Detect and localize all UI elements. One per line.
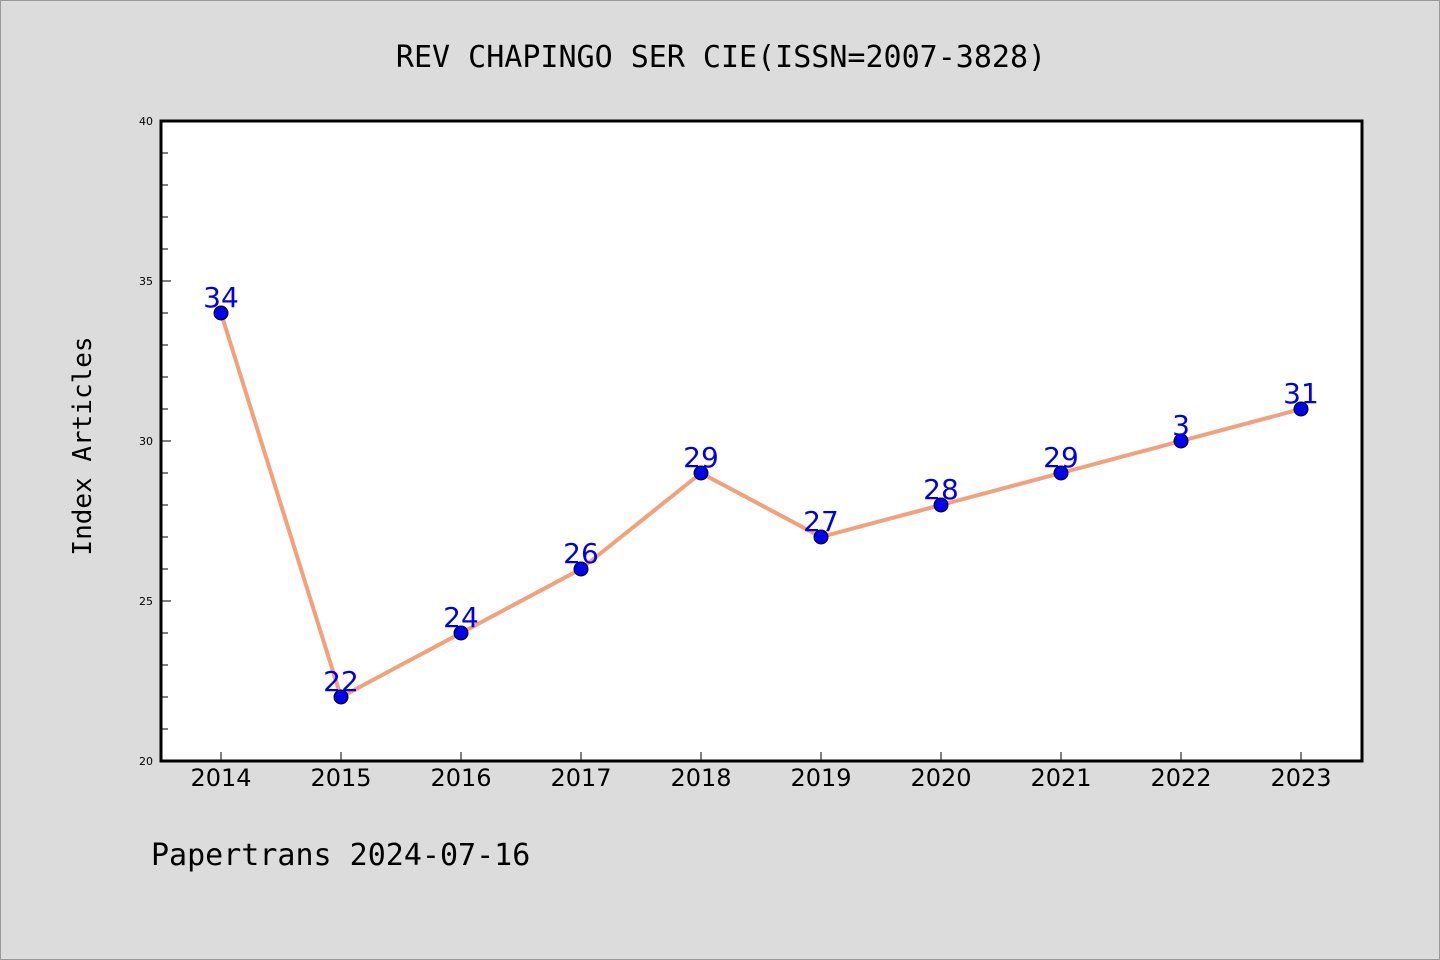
series-line [219, 311, 1303, 699]
data-label: 3 [1172, 409, 1190, 442]
data-point [933, 497, 949, 513]
x-tick-label: 2020 [910, 764, 971, 792]
data-point [1293, 401, 1309, 417]
x-tick-label: 2018 [670, 764, 731, 792]
data-label: 29 [683, 441, 719, 474]
y-tick-label: 25 [139, 595, 153, 608]
data-label: 31 [1283, 377, 1319, 410]
data-label: 22 [323, 665, 359, 698]
data-point [453, 625, 469, 641]
x-tick-label: 2016 [430, 764, 491, 792]
x-tick-label: 2021 [1030, 764, 1091, 792]
data-point [213, 305, 229, 321]
data-point [813, 529, 829, 545]
x-tick-label: 2023 [1270, 764, 1331, 792]
y-tick-label: 35 [139, 275, 153, 288]
chart-title: REV CHAPINGO SER CIE(ISSN=2007-3828) [396, 40, 1046, 75]
x-tick-label: 2017 [550, 764, 611, 792]
data-label: 24 [443, 601, 479, 634]
x-tick-label: 2022 [1150, 764, 1211, 792]
data-label: 27 [803, 505, 839, 538]
x-axis: 2014 2015 2016 2017 2018 2019 2020 2021 2022 2023 [190, 752, 1332, 792]
data-point [693, 465, 709, 481]
data-point [1173, 433, 1189, 449]
data-point [573, 561, 589, 577]
data-markers [213, 305, 1309, 705]
data-point [333, 689, 349, 705]
data-point [1053, 465, 1069, 481]
data-label: 29 [1043, 441, 1079, 474]
footer-text: Papertrans 2024-07-16 [151, 838, 530, 873]
data-label: 34 [203, 281, 239, 314]
x-tick-label: 2019 [790, 764, 851, 792]
y-axis-label: Index Articles [68, 336, 98, 555]
x-tick-label: 2015 [310, 764, 371, 792]
plot-area [161, 121, 1362, 761]
data-labels: 34 22 24 26 29 27 28 29 3 31 [203, 281, 1319, 698]
y-tick-label: 20 [139, 755, 153, 768]
data-label: 26 [563, 537, 599, 570]
y-tick-label: 30 [139, 435, 153, 448]
y-tick-label: 40 [139, 115, 153, 128]
data-label: 28 [923, 473, 959, 506]
plot-frame [159, 119, 1364, 763]
x-tick-label: 2014 [190, 764, 251, 792]
